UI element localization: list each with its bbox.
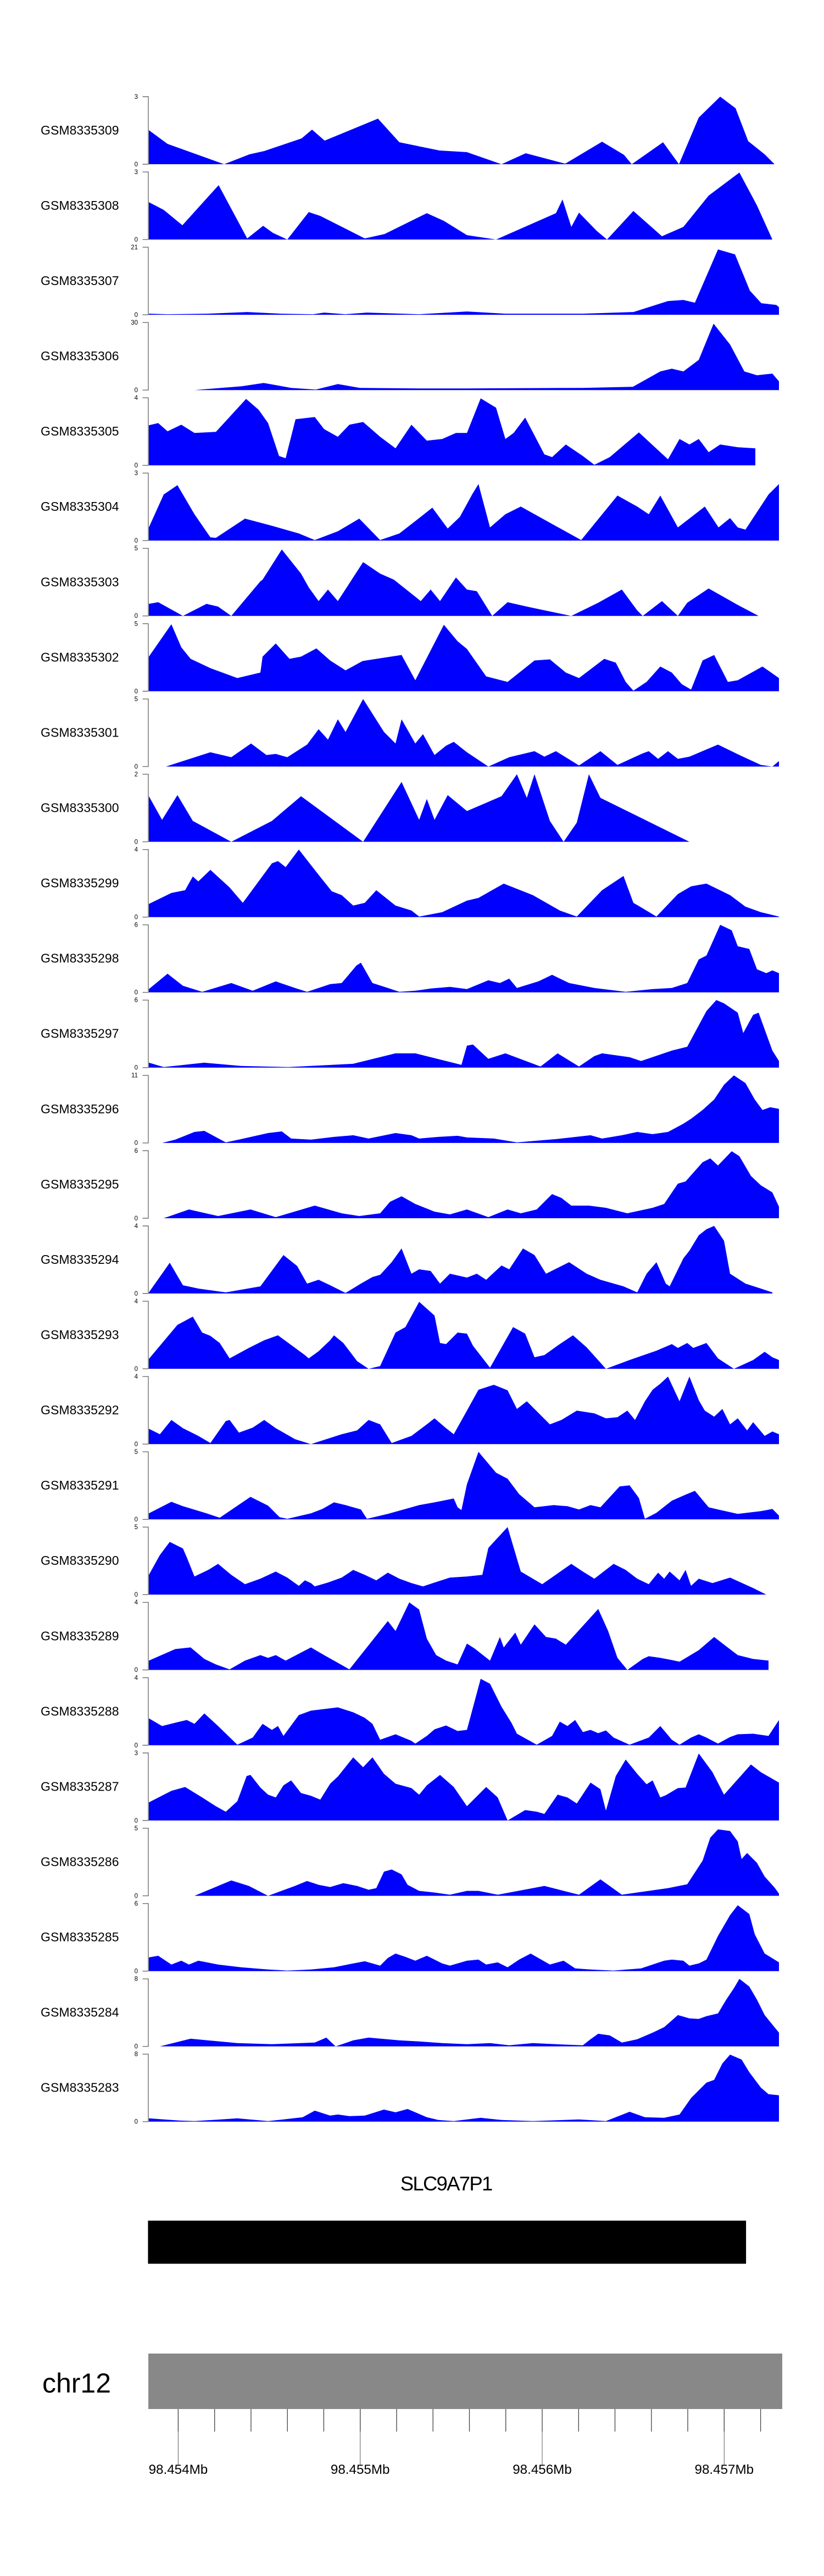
svg-text:GSM8335283: GSM8335283 (41, 2081, 119, 2095)
svg-text:GSM8335284: GSM8335284 (41, 2005, 119, 2020)
svg-text:GSM8335292: GSM8335292 (41, 1403, 119, 1417)
svg-text:0: 0 (135, 2044, 138, 2050)
svg-text:0: 0 (135, 161, 138, 168)
svg-text:GSM8335291: GSM8335291 (41, 1478, 119, 1492)
svg-text:4: 4 (135, 1223, 138, 1230)
svg-text:GSM8335295: GSM8335295 (41, 1177, 119, 1191)
svg-text:GSM8335287: GSM8335287 (41, 1779, 119, 1793)
svg-text:3: 3 (135, 169, 138, 176)
svg-text:GSM8335297: GSM8335297 (41, 1027, 119, 1041)
svg-text:GSM8335303: GSM8335303 (41, 575, 119, 589)
svg-text:0: 0 (135, 237, 138, 243)
svg-text:5: 5 (135, 696, 138, 702)
svg-text:2: 2 (135, 771, 138, 778)
svg-text:0: 0 (135, 1140, 138, 1147)
svg-text:0: 0 (135, 1893, 138, 1899)
svg-text:6: 6 (135, 1148, 138, 1155)
svg-text:SLC9A7P1: SLC9A7P1 (400, 2172, 493, 2195)
svg-text:0: 0 (135, 1667, 138, 1674)
svg-text:0: 0 (135, 1366, 138, 1373)
svg-text:98.457Mb: 98.457Mb (695, 2462, 754, 2477)
svg-text:5: 5 (135, 1825, 138, 1832)
svg-text:0: 0 (135, 839, 138, 845)
svg-text:0: 0 (135, 312, 138, 319)
svg-text:0: 0 (135, 1969, 138, 1975)
svg-text:98.455Mb: 98.455Mb (331, 2462, 390, 2477)
svg-text:GSM8335288: GSM8335288 (41, 1704, 119, 1718)
svg-text:98.454Mb: 98.454Mb (149, 2462, 208, 2477)
svg-text:0: 0 (135, 1215, 138, 1222)
svg-text:GSM8335308: GSM8335308 (41, 198, 119, 213)
svg-text:5: 5 (135, 545, 138, 552)
svg-text:GSM8335298: GSM8335298 (41, 951, 119, 966)
svg-text:4: 4 (135, 847, 138, 854)
svg-text:chr12: chr12 (42, 2368, 111, 2399)
svg-text:GSM8335296: GSM8335296 (41, 1102, 119, 1116)
svg-text:0: 0 (135, 1742, 138, 1749)
svg-text:6: 6 (135, 1901, 138, 1908)
svg-text:0: 0 (135, 387, 138, 394)
svg-text:30: 30 (131, 320, 138, 326)
svg-text:GSM8335304: GSM8335304 (41, 499, 119, 514)
svg-text:0: 0 (135, 688, 138, 695)
svg-text:0: 0 (135, 1516, 138, 1523)
svg-text:0: 0 (135, 915, 138, 921)
svg-text:GSM8335299: GSM8335299 (41, 876, 119, 890)
svg-text:4: 4 (135, 395, 138, 402)
svg-text:21: 21 (131, 244, 138, 251)
svg-text:4: 4 (135, 1374, 138, 1380)
svg-text:6: 6 (135, 997, 138, 1004)
svg-text:5: 5 (135, 1524, 138, 1531)
svg-text:0: 0 (135, 1592, 138, 1598)
svg-text:GSM8335307: GSM8335307 (41, 274, 119, 288)
svg-text:4: 4 (135, 1298, 138, 1305)
svg-text:0: 0 (135, 990, 138, 996)
svg-text:6: 6 (135, 922, 138, 929)
svg-text:0: 0 (135, 538, 138, 544)
svg-text:3: 3 (135, 470, 138, 477)
svg-text:3: 3 (135, 1750, 138, 1757)
svg-text:GSM8335300: GSM8335300 (41, 801, 119, 815)
svg-text:GSM8335294: GSM8335294 (41, 1252, 119, 1267)
svg-text:0: 0 (135, 613, 138, 620)
svg-text:GSM8335286: GSM8335286 (41, 1855, 119, 1869)
svg-text:8: 8 (135, 2051, 138, 2058)
svg-text:3: 3 (135, 94, 138, 101)
svg-text:0: 0 (135, 1817, 138, 1824)
svg-text:11: 11 (131, 1073, 138, 1079)
svg-text:GSM8335305: GSM8335305 (41, 424, 119, 438)
svg-text:GSM8335289: GSM8335289 (41, 1629, 119, 1643)
svg-text:0: 0 (135, 1065, 138, 1072)
svg-text:GSM8335285: GSM8335285 (41, 1930, 119, 1944)
svg-text:GSM8335290: GSM8335290 (41, 1553, 119, 1568)
svg-text:5: 5 (135, 621, 138, 627)
svg-text:0: 0 (135, 1441, 138, 1448)
svg-text:98.456Mb: 98.456Mb (513, 2462, 572, 2477)
svg-text:GSM8335309: GSM8335309 (41, 123, 119, 137)
svg-text:4: 4 (135, 1599, 138, 1606)
svg-text:GSM8335301: GSM8335301 (41, 726, 119, 740)
svg-text:0: 0 (135, 763, 138, 770)
svg-text:0: 0 (135, 2119, 138, 2126)
svg-text:GSM8335302: GSM8335302 (41, 650, 119, 664)
svg-text:4: 4 (135, 1675, 138, 1681)
svg-text:0: 0 (135, 462, 138, 469)
svg-text:8: 8 (135, 1976, 138, 1983)
svg-text:5: 5 (135, 1449, 138, 1456)
svg-text:GSM8335293: GSM8335293 (41, 1328, 119, 1342)
svg-text:GSM8335306: GSM8335306 (41, 349, 119, 363)
svg-text:0: 0 (135, 1291, 138, 1297)
